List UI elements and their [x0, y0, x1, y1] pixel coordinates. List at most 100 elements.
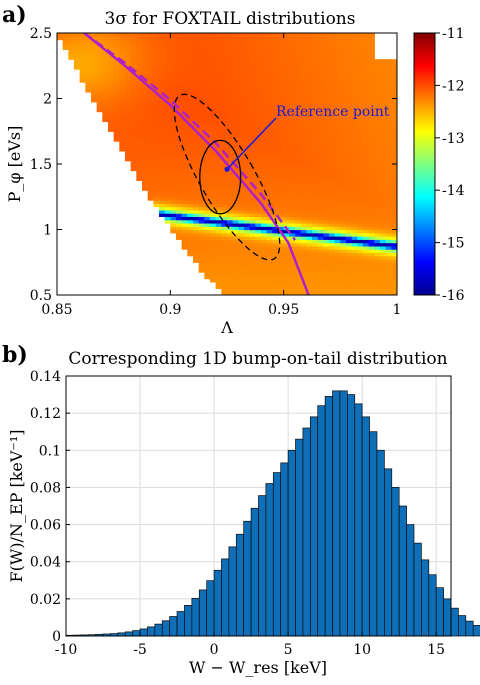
- heatmap-cell: [176, 157, 183, 162]
- heatmap-cell: [255, 85, 262, 90]
- heatmap-cell: [238, 255, 245, 260]
- heatmap-cell: [215, 85, 222, 90]
- heatmap-cell: [272, 258, 279, 263]
- heatmap-cell: [346, 95, 353, 100]
- heatmap-cell: [283, 180, 290, 185]
- heatmap-cell: [363, 219, 370, 224]
- heatmap-cell: [266, 33, 273, 37]
- heatmap-cell: [142, 88, 149, 93]
- heatmap-cell: [272, 108, 279, 113]
- heatmap-cell: [198, 222, 205, 227]
- heatmap-cell: [108, 46, 115, 50]
- heatmap-cell: [323, 65, 330, 70]
- heatmap-cell: [283, 98, 290, 103]
- heatmap-cell: [255, 72, 262, 77]
- heatmap-cell: [368, 291, 375, 295]
- heatmap-cell: [340, 108, 347, 113]
- heatmap-cell: [204, 216, 211, 221]
- heatmap-cell: [170, 114, 177, 119]
- heatmap-cell: [289, 291, 296, 295]
- heatmap-cell: [193, 124, 200, 129]
- heatmap-cell: [244, 222, 251, 227]
- heatmap-cell: [136, 49, 143, 54]
- heatmap-cell: [204, 236, 211, 240]
- heatmap-cell: [164, 127, 171, 132]
- heatmap-cell: [289, 141, 296, 145]
- heatmap-cell: [238, 65, 245, 70]
- heatmap-cell: [300, 150, 307, 155]
- heatmap-cell: [204, 52, 211, 57]
- heatmap-cell: [374, 236, 381, 240]
- heatmap-cell: [340, 121, 347, 126]
- heatmap-cell: [159, 150, 166, 155]
- heatmap-cell: [300, 108, 307, 113]
- heatmap-cell: [312, 249, 319, 254]
- heatmap-cell: [300, 114, 307, 119]
- heatmap-cell: [170, 180, 177, 185]
- heatmap-cell: [283, 69, 290, 73]
- heatmap-cell: [380, 236, 387, 240]
- heatmap-cell: [244, 144, 251, 149]
- heatmap-cell: [374, 121, 381, 126]
- heatmap-cell: [136, 141, 143, 145]
- heatmap-cell: [119, 105, 126, 109]
- heatmap-cell: [368, 239, 375, 244]
- heatmap-cell: [312, 49, 319, 54]
- heatmap-cell: [227, 62, 234, 67]
- heatmap-cell: [187, 137, 194, 142]
- heatmap-cell: [238, 88, 245, 93]
- heatmap-cell: [278, 52, 285, 57]
- heatmap-cell: [108, 118, 115, 123]
- heatmap-cell: [357, 65, 364, 70]
- heatmap-cell: [261, 134, 268, 139]
- heatmap-cell: [385, 209, 392, 214]
- heatmap-cell: [176, 141, 183, 145]
- heatmap-cell: [289, 275, 296, 280]
- heatmap-cell: [334, 170, 341, 175]
- heatmap-cell: [317, 272, 324, 276]
- heatmap-cell: [193, 183, 200, 188]
- heatmap-cell: [295, 69, 302, 73]
- heatmap-cell: [210, 59, 217, 64]
- heatmap-cell: [249, 157, 256, 162]
- heatmap-cell: [295, 42, 302, 47]
- heatmap-cell: [249, 219, 256, 224]
- heatmap-cell: [312, 258, 319, 263]
- heatmap-cell: [306, 245, 313, 250]
- heatmap-cell: [368, 200, 375, 204]
- heatmap-cell: [368, 134, 375, 139]
- heatmap-cell: [261, 85, 268, 90]
- histogram-bar: [332, 390, 341, 637]
- heatmap-cell: [278, 160, 285, 165]
- heatmap-cell: [334, 213, 341, 218]
- heatmap-cell: [391, 278, 397, 283]
- heatmap-cell: [255, 108, 262, 113]
- heatmap-cell: [323, 33, 330, 37]
- heatmap-cell: [334, 232, 341, 237]
- heatmap-cell: [136, 62, 143, 67]
- heatmap-cell: [153, 131, 160, 136]
- heatmap-cell: [198, 203, 205, 208]
- heatmap-cell: [210, 213, 217, 218]
- heatmap-cell: [181, 206, 188, 211]
- heatmap-cell: [176, 213, 183, 218]
- heatmap-cell: [215, 186, 222, 191]
- heatmap-cell: [346, 137, 353, 142]
- heatmap-cell: [130, 105, 137, 109]
- heatmap-cell: [272, 59, 279, 64]
- heatmap-cell: [266, 268, 273, 273]
- heatmap-cell: [329, 78, 336, 83]
- heatmap-cell: [368, 121, 375, 126]
- heatmap-cell: [142, 177, 149, 181]
- colorbar-tick-label: -14: [442, 183, 465, 199]
- heatmap-cell: [130, 46, 137, 50]
- heatmap-cell: [181, 85, 188, 90]
- heatmap-cell: [385, 173, 392, 178]
- heatmap-cell: [283, 111, 290, 116]
- heatmap-xlabel: Λ: [220, 318, 233, 337]
- heatmap-cell: [221, 62, 228, 67]
- heatmap-cell: [346, 111, 353, 116]
- heatmap-cell: [283, 157, 290, 162]
- heatmap-cell: [289, 262, 296, 267]
- heatmap-cell: [312, 150, 319, 155]
